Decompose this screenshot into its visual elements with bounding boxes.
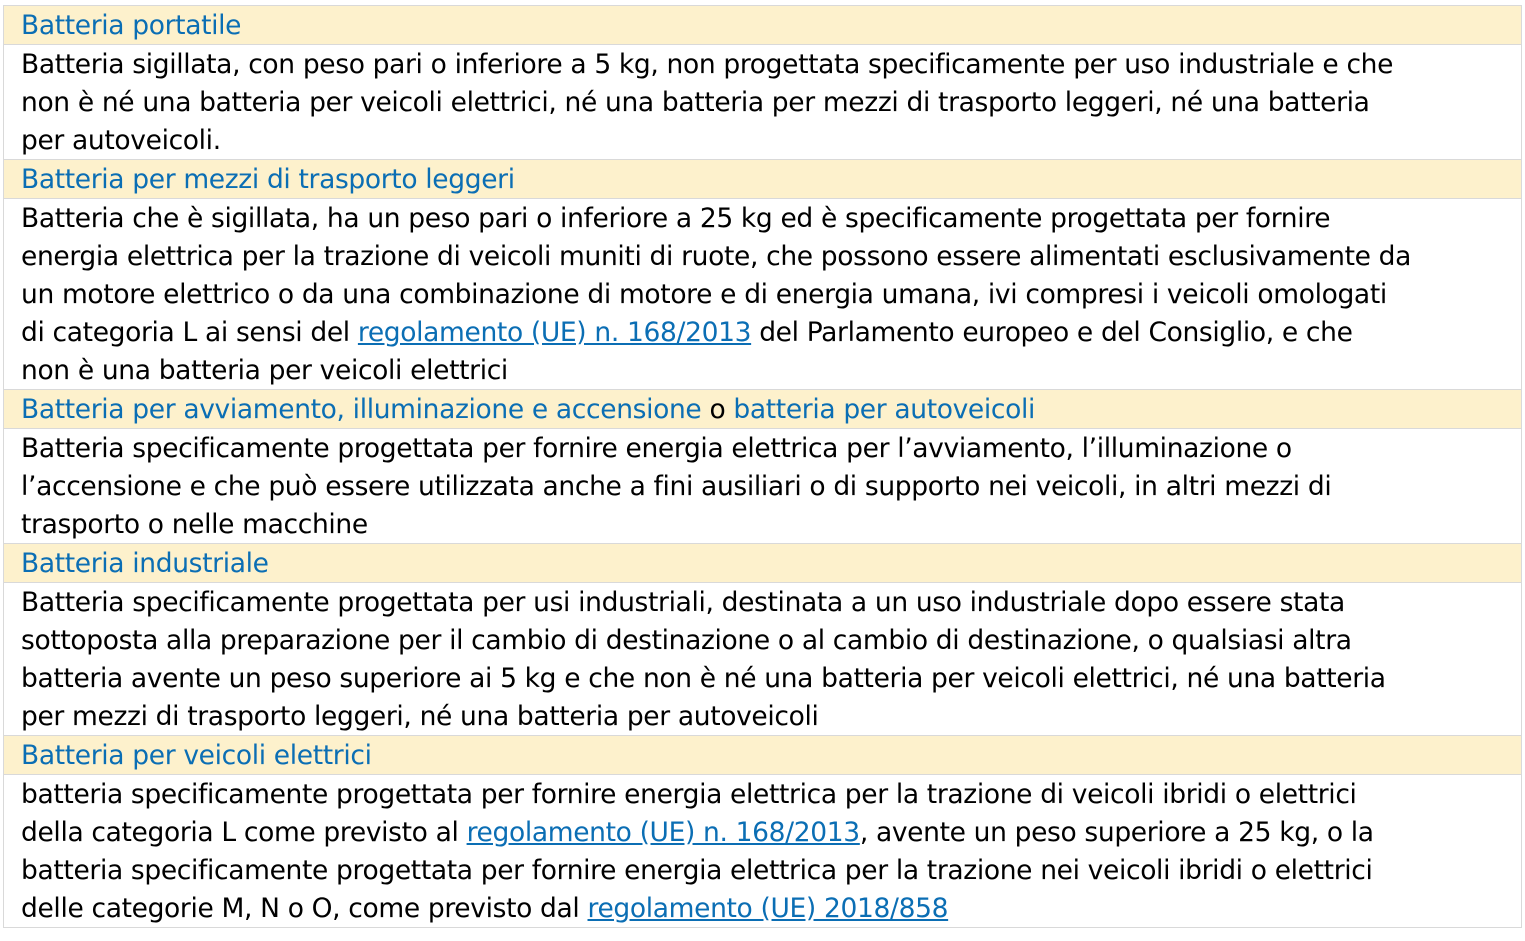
definition-text: , avente un peso superiore a 25 kg, o la — [859, 817, 1374, 848]
definition-line: non è una batteria per veicoli elettrici — [21, 351, 1521, 389]
definition-line: per autoveicoli. — [21, 121, 1521, 159]
definition-line: Batteria sigillata, con peso pari o infe… — [21, 45, 1521, 83]
definition-text: l’accensione e che può essere utilizzata… — [21, 471, 1332, 502]
definition-text: delle categorie M, N o O, come previsto … — [21, 893, 588, 924]
term-connector: o — [701, 394, 734, 425]
definition-text: energia elettrica per la trazione di vei… — [21, 241, 1412, 272]
definition-line: Batteria che è sigillata, ha un peso par… — [21, 199, 1521, 237]
definition-text: per mezzi di trasporto leggeri, né una b… — [21, 701, 819, 732]
definitions-table: Batteria portatile Batteria sigillata, co… — [3, 5, 1522, 928]
definition-line: della categoria L come previsto al regol… — [21, 813, 1521, 851]
definition-text: non è né una batteria per veicoli elettr… — [21, 87, 1370, 118]
definition-text: un motore elettrico o da una combinazion… — [21, 279, 1387, 310]
term-label: Batteria per mezzi di trasporto leggeri — [21, 164, 515, 195]
definition-line: sottoposta alla preparazione per il camb… — [21, 621, 1521, 659]
term-label: batteria per autoveicoli — [733, 394, 1036, 425]
definition-line: Batteria specificamente progettata per u… — [21, 583, 1521, 621]
definition-text: Batteria che è sigillata, ha un peso par… — [21, 203, 1331, 234]
definition-line: l’accensione e che può essere utilizzata… — [21, 467, 1521, 505]
term-label: Batteria portatile — [21, 10, 242, 41]
regulation-link[interactable]: regolamento (UE) 2018/858 — [587, 893, 949, 924]
definition-text: batteria avente un peso superiore ai 5 k… — [21, 663, 1386, 694]
term-header: Batteria per veicoli elettrici — [4, 736, 1521, 775]
definition-line: un motore elettrico o da una combinazion… — [21, 275, 1521, 313]
regulation-link[interactable]: regolamento (UE) n. 168/2013 — [357, 317, 752, 348]
definition-text: sottoposta alla preparazione per il camb… — [21, 625, 1352, 656]
definition-line: batteria specificamente progettata per f… — [21, 851, 1521, 889]
definition-text: di categoria L ai sensi del — [21, 317, 358, 348]
definition-text: batteria specificamente progettata per f… — [21, 855, 1373, 886]
definition-text: per autoveicoli. — [21, 125, 221, 156]
definition-text: Batteria specificamente progettata per u… — [21, 587, 1345, 618]
term-header: Batteria per mezzi di trasporto leggeri — [4, 160, 1521, 199]
definition-text: del Parlamento europeo e del Consiglio, … — [751, 317, 1353, 348]
definition-line: Batteria specificamente progettata per f… — [21, 429, 1521, 467]
definition-text: della categoria L come previsto al — [21, 817, 467, 848]
definition-cell: batteria specificamente progettata per f… — [4, 775, 1521, 927]
term-label: Batteria industriale — [21, 548, 269, 579]
definition-line: di categoria L ai sensi del regolamento … — [21, 313, 1521, 351]
definition-cell: Batteria specificamente progettata per f… — [4, 429, 1521, 544]
definition-line: delle categorie M, N o O, come previsto … — [21, 889, 1521, 927]
regulation-link[interactable]: regolamento (UE) n. 168/2013 — [466, 817, 861, 848]
definition-text: non è una batteria per veicoli elettrici — [21, 355, 508, 386]
definition-cell: Batteria che è sigillata, ha un peso par… — [4, 199, 1521, 390]
definition-text: batteria specificamente progettata per f… — [21, 779, 1357, 810]
definition-line: batteria avente un peso superiore ai 5 k… — [21, 659, 1521, 697]
definition-text: trasporto o nelle macchine — [21, 509, 368, 540]
definition-line: trasporto o nelle macchine — [21, 505, 1521, 543]
term-label: Batteria per veicoli elettrici — [21, 740, 372, 771]
definition-text: Batteria specificamente progettata per f… — [21, 433, 1292, 464]
definition-line: per mezzi di trasporto leggeri, né una b… — [21, 697, 1521, 735]
term-header: Batteria per avviamento, illuminazione e… — [4, 390, 1521, 429]
term-header: Batteria portatile — [4, 6, 1521, 45]
definition-line: batteria specificamente progettata per f… — [21, 775, 1521, 813]
definition-cell: Batteria specificamente progettata per u… — [4, 583, 1521, 736]
definition-line: energia elettrica per la trazione di vei… — [21, 237, 1521, 275]
definition-line: non è né una batteria per veicoli elettr… — [21, 83, 1521, 121]
term-label: Batteria per avviamento, illuminazione e… — [21, 394, 702, 425]
definition-cell: Batteria sigillata, con peso pari o infe… — [4, 45, 1521, 160]
definition-text: Batteria sigillata, con peso pari o infe… — [21, 49, 1394, 80]
term-header: Batteria industriale — [4, 544, 1521, 583]
